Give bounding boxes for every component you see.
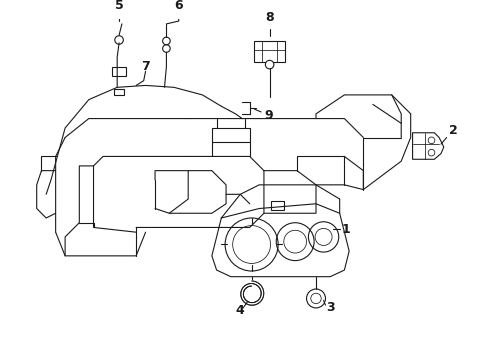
Text: 2: 2 [448, 124, 457, 138]
Bar [114, 89, 124, 95]
Bar [270, 201, 284, 210]
Circle shape [266, 60, 274, 69]
Text: 9: 9 [265, 109, 273, 122]
Text: 3: 3 [326, 301, 335, 314]
Bar [112, 67, 126, 76]
Text: 6: 6 [174, 0, 183, 12]
FancyBboxPatch shape [254, 41, 285, 62]
Text: 4: 4 [236, 304, 245, 317]
Text: 1: 1 [342, 223, 351, 236]
Text: 7: 7 [141, 60, 150, 73]
Text: 5: 5 [115, 0, 123, 12]
Text: 8: 8 [265, 11, 274, 24]
